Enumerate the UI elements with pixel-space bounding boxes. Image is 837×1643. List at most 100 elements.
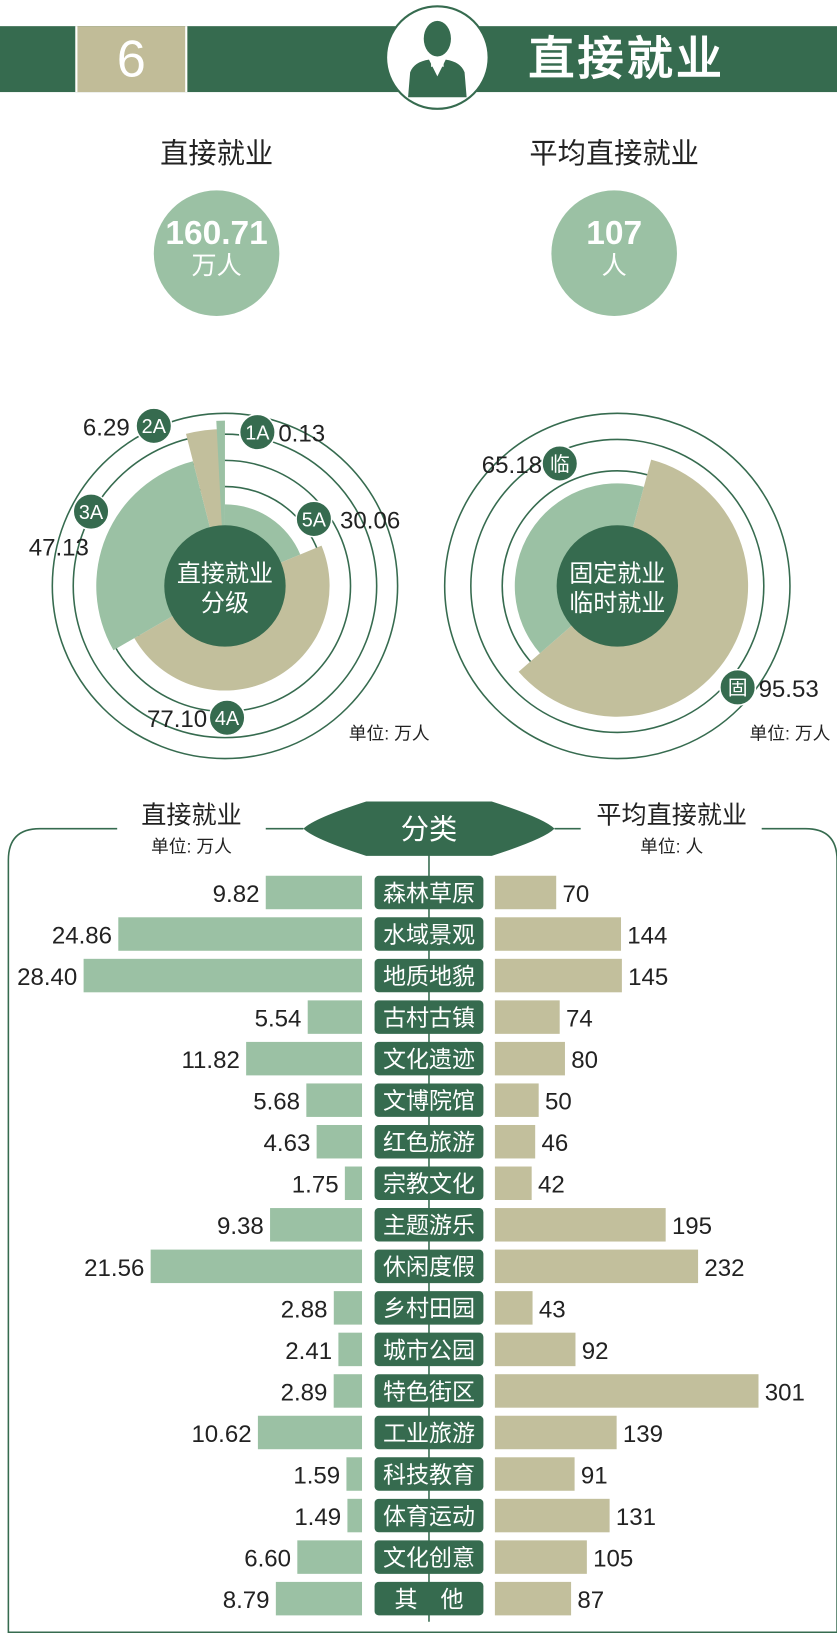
- category-label-box: [374, 1415, 484, 1450]
- value-label-right: 145: [628, 964, 668, 991]
- category-label-box: [374, 1457, 484, 1491]
- slice-2A: [185, 428, 225, 536]
- value-label: 30.06: [340, 507, 400, 534]
- value-label-right: 195: [672, 1213, 712, 1240]
- category-label: 其 他: [394, 1586, 463, 1612]
- badge-2A: [135, 407, 173, 445]
- bar-left: [118, 917, 363, 951]
- category-label: 水域景观: [383, 921, 475, 947]
- bar-right: [494, 875, 557, 910]
- kpi-label-direct: 直接就业: [160, 138, 274, 170]
- value-label: 65.18: [482, 452, 542, 479]
- right-title: 平均直接就业: [596, 801, 747, 829]
- category-label-box: [374, 1374, 484, 1408]
- bar-right: [494, 1291, 533, 1325]
- value-label-left: 1.59: [293, 1462, 340, 1489]
- category-label-box: [374, 1332, 484, 1367]
- bar-right: [494, 1581, 572, 1616]
- bar-right: [494, 1374, 759, 1408]
- left-title: 直接就业: [141, 801, 241, 829]
- value-label-left: 6.60: [244, 1546, 291, 1573]
- category-label: 主题游乐: [383, 1212, 475, 1238]
- bar-right: [494, 1540, 587, 1574]
- badge-label: 固: [728, 678, 748, 700]
- ring: [470, 438, 765, 734]
- value-label-left: 5.54: [255, 1006, 302, 1033]
- category-label: 红色旅游: [383, 1129, 475, 1155]
- bar-left: [344, 1166, 363, 1201]
- bar-left: [270, 1208, 363, 1242]
- frame: [7, 827, 837, 1634]
- bar-left: [257, 1415, 363, 1450]
- bar-right: [494, 1457, 575, 1491]
- value-label-right: 131: [616, 1504, 656, 1531]
- value-label: 95.53: [759, 676, 819, 703]
- slice-1A: [216, 420, 225, 534]
- value-label: 6.29: [83, 414, 130, 441]
- value-label-left: 9.82: [213, 881, 260, 908]
- badge-5A: [295, 500, 333, 538]
- badge-label: 5A: [302, 509, 327, 531]
- bar-right: [494, 1249, 699, 1284]
- badge-固: [719, 668, 757, 706]
- waiter-person-icon: [385, 5, 490, 110]
- bar-left: [346, 1457, 363, 1491]
- bar-right: [494, 1000, 560, 1034]
- kpi-label-average: 平均直接就业: [529, 138, 699, 170]
- badge-label: 3A: [79, 502, 104, 524]
- kpi-direct-value: 160.71: [165, 213, 268, 252]
- value-label-right: 46: [541, 1130, 568, 1157]
- category-label: 古村古镇: [383, 1004, 475, 1030]
- donut-title: 临时就业: [569, 590, 665, 617]
- bar-left: [297, 1540, 363, 1574]
- category-label: 特色街区: [383, 1378, 475, 1404]
- category-label-box: [374, 1291, 484, 1325]
- category-label: 文博院馆: [383, 1088, 475, 1114]
- value-label-right: 50: [545, 1089, 572, 1116]
- value-label-right: 43: [539, 1296, 566, 1323]
- value-label-left: 1.75: [292, 1172, 339, 1199]
- value-label: 47.13: [29, 535, 89, 562]
- value-label-right: 232: [704, 1255, 744, 1282]
- category-label: 乡村田园: [383, 1295, 475, 1321]
- value-label-left: 8.79: [223, 1587, 270, 1614]
- donut-title: 直接就业: [177, 561, 273, 588]
- value-label-right: 42: [538, 1172, 565, 1199]
- value-label-left: 2.88: [281, 1296, 328, 1323]
- value-label-left: 9.38: [217, 1213, 264, 1240]
- value-label-right: 87: [577, 1587, 604, 1614]
- bar-right: [494, 1166, 532, 1201]
- bar-right: [494, 1498, 610, 1533]
- donut-center: [556, 525, 679, 647]
- bar-left: [150, 1249, 363, 1284]
- bar-left: [316, 1124, 363, 1159]
- category-label: 地质地貌: [383, 963, 475, 989]
- category-label-box: [374, 1083, 484, 1117]
- category-label-box: [374, 1540, 484, 1574]
- category-label: 科技教育: [383, 1461, 475, 1487]
- bar-left: [246, 1041, 363, 1076]
- kpi-direct: 160.71 万人: [153, 190, 280, 316]
- category-label: 休闲度假: [383, 1254, 475, 1280]
- category-label: 城市公园: [383, 1337, 475, 1363]
- category-label-box: [374, 1249, 484, 1284]
- category-label: 文化遗迹: [383, 1046, 475, 1072]
- bar-right: [494, 1083, 539, 1117]
- value-label-left: 1.49: [294, 1504, 341, 1531]
- category-header: 分类: [401, 813, 458, 845]
- bar-right: [494, 1041, 565, 1076]
- category-label-box: [374, 1208, 484, 1242]
- left-unit: 单位: 万人: [151, 837, 232, 857]
- category-label-box: [374, 1166, 484, 1201]
- bar-left: [275, 1581, 363, 1616]
- bar-right: [494, 1124, 536, 1159]
- ring: [443, 412, 791, 760]
- value-label-right: 139: [623, 1421, 663, 1448]
- value-label-right: 144: [627, 922, 667, 949]
- value-label-left: 10.62: [191, 1421, 251, 1448]
- kpi-average: 107 人: [551, 190, 677, 316]
- category-header-shape: [303, 801, 555, 856]
- value-label-right: 80: [571, 1047, 598, 1074]
